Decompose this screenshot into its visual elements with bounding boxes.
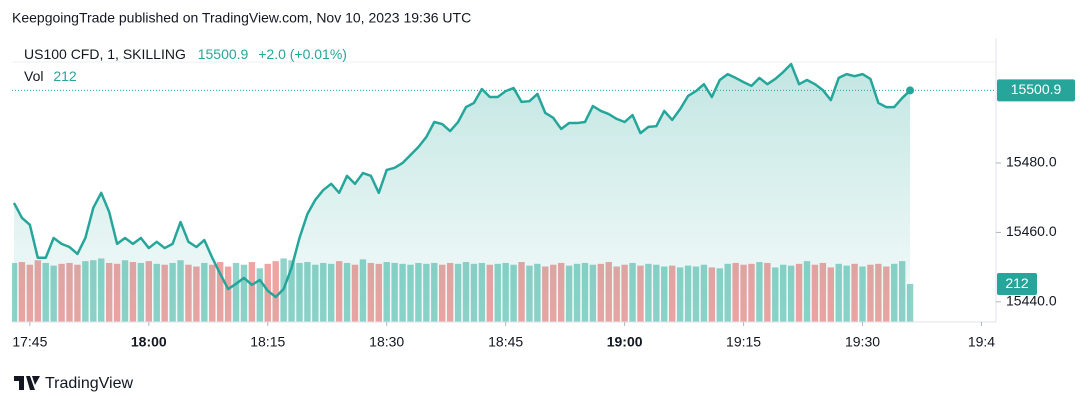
x-tick-label: 18:00 bbox=[131, 334, 167, 350]
legend-last: 15500.9 bbox=[198, 46, 249, 62]
price-label: 15500.9 bbox=[1011, 81, 1062, 97]
volume-label-box bbox=[997, 273, 1037, 296]
plot-area bbox=[12, 62, 996, 322]
x-tick-label: 18:45 bbox=[488, 334, 523, 350]
volume-legend-value: 212 bbox=[53, 68, 77, 84]
x-tick-label: 19:30 bbox=[845, 334, 880, 350]
y-tick-label: 15480.0 bbox=[1006, 154, 1057, 170]
x-tick-label: 19:4 bbox=[968, 334, 995, 350]
volume-legend: Vol 212 bbox=[24, 68, 77, 84]
price-area bbox=[14, 64, 911, 322]
brand-logo bbox=[14, 376, 40, 390]
header-text: KeepgoingTrade published on TradingView.… bbox=[12, 10, 471, 26]
last-point bbox=[906, 86, 915, 95]
plot-clip bbox=[12, 62, 914, 322]
brand-name: TradingView bbox=[45, 375, 133, 392]
x-tick-label: 19:15 bbox=[726, 334, 761, 350]
price-line bbox=[12, 62, 911, 299]
x-tick-label: 18:15 bbox=[250, 334, 285, 350]
x-tick-label: 17:45 bbox=[12, 334, 47, 350]
price-label-box bbox=[997, 79, 1075, 102]
x-tick-label: 18:30 bbox=[369, 334, 404, 350]
legend-change: +2.0 (+0.01%) bbox=[258, 46, 347, 62]
legend-symbol: US100 CFD, 1, SKILLING bbox=[24, 46, 186, 62]
legend: US100 CFD, 1, SKILLING 15500.9 +2.0 (+0.… bbox=[24, 46, 347, 62]
volume-label: 212 bbox=[1005, 275, 1029, 291]
volume-bar bbox=[272, 261, 279, 322]
x-tick-label: 19:00 bbox=[607, 334, 643, 350]
y-tick-label: 15440.0 bbox=[1006, 293, 1057, 309]
y-tick-label: 15460.0 bbox=[1006, 223, 1057, 239]
volume-legend-label: Vol bbox=[24, 68, 43, 84]
